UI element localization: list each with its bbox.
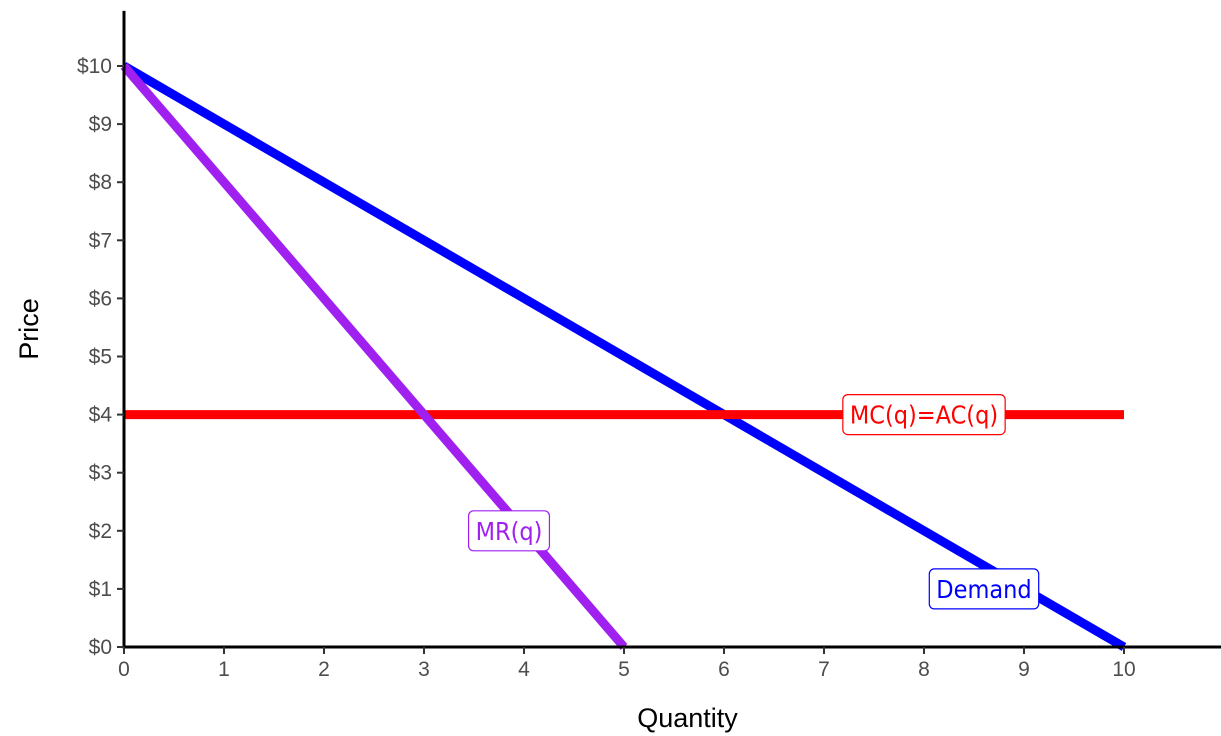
x-tick-label: 9	[1018, 658, 1030, 681]
y-tick-label: $5	[89, 346, 112, 369]
y-tick-label: $0	[89, 636, 112, 659]
demand-curve	[121, 62, 1127, 651]
ticks-layer: 0 1 2 3 4 5 6 7 8 9 10 $0 $1 $2 $3 $4 $5 $6 $7 $8 $9 $10	[77, 55, 1136, 681]
curve-labels-layer: Demand MC(q)=AC(q) MR(q)	[467, 394, 1040, 610]
demand-label: Demand	[928, 568, 1040, 610]
y-tick-label: $9	[89, 113, 112, 136]
curves-layer	[120, 62, 1127, 651]
mc-label-box	[842, 394, 1006, 436]
demand-label-box	[928, 568, 1040, 610]
mr-curve	[120, 63, 628, 650]
x-tick-label: 6	[718, 658, 730, 681]
demand-label-text: Demand	[936, 575, 1031, 604]
y-tick-label: $2	[89, 520, 112, 543]
x-tick-label: 2	[318, 658, 330, 681]
y-tick-label: $1	[89, 578, 112, 601]
y-tick-label: $3	[89, 462, 112, 485]
x-tick-label: 4	[518, 658, 530, 681]
mr-label-text: MR(q)	[476, 517, 543, 546]
y-tick-label: $10	[77, 55, 112, 78]
x-tick-label: 0	[118, 658, 130, 681]
mr-label: MR(q)	[467, 510, 551, 552]
y-tick-label: $4	[89, 404, 113, 427]
mr-label-box	[467, 510, 551, 552]
axes-layer	[122, 10, 1221, 649]
y-tick-label: $6	[89, 287, 112, 310]
x-tick-label: 3	[418, 658, 430, 681]
x-tick-label: 7	[818, 658, 830, 681]
y-axis-title: Price	[14, 298, 44, 360]
x-tick-label: 10	[1112, 658, 1135, 681]
x-axis-title: Quantity	[637, 703, 738, 733]
y-tick-label: $7	[89, 229, 112, 252]
mc-label: MC(q)=AC(q)	[842, 394, 1006, 436]
mc-label-text: MC(q)=AC(q)	[850, 401, 998, 430]
x-tick-label: 5	[618, 658, 630, 681]
x-tick-label: 1	[218, 658, 230, 681]
x-tick-label: 8	[918, 658, 930, 681]
y-tick-label: $8	[89, 171, 112, 194]
